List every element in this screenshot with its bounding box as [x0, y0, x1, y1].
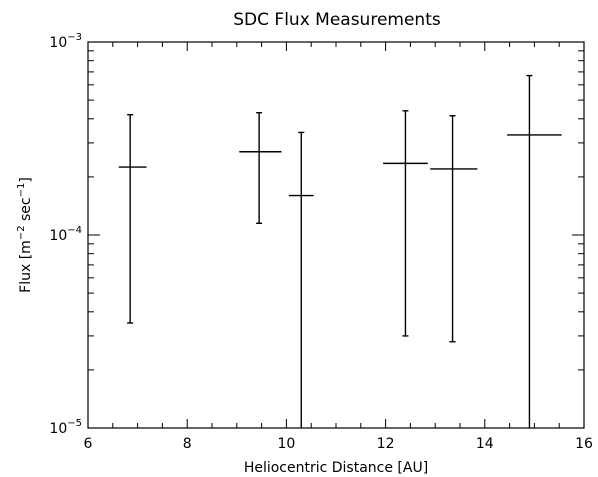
y-tick-label-base: 10 [49, 35, 67, 51]
y-tick-label-exponent: −4 [67, 225, 82, 236]
data-point-1 [118, 114, 147, 324]
y-axis-title-prefix: Flux [m [18, 240, 34, 293]
y-tick-label: 10−3 [49, 32, 82, 51]
x-tick-label: 12 [377, 436, 395, 452]
y-axis-title-suffix: ] [18, 177, 34, 182]
y-axis-title: Flux [m−2 sec−1] [16, 177, 34, 293]
y-axis-title-exponent-2: −1 [16, 183, 27, 198]
x-tick-label: 6 [84, 436, 93, 452]
data-point-2 [239, 112, 282, 224]
x-axis-title: Heliocentric Distance [AU] [244, 460, 428, 476]
plot-frame [87, 41, 585, 429]
x-tick-label: 10 [277, 436, 295, 452]
y-axis: 10−510−410−3 [49, 32, 584, 437]
y-axis-title-middle: sec [18, 197, 34, 225]
x-tick-label: 16 [575, 436, 593, 452]
data-point-4 [383, 110, 428, 337]
x-axis: 6 8 10 12 14 16 [84, 42, 593, 452]
y-tick-label-exponent: −5 [67, 418, 82, 429]
data-point-6 [507, 74, 562, 428]
x-tick-label: 8 [183, 436, 192, 452]
y-tick-label: 10−5 [49, 418, 82, 437]
y-tick-label-base: 10 [49, 421, 67, 437]
data-series [118, 74, 562, 428]
x-tick-label: 14 [476, 436, 494, 452]
data-point-3 [288, 131, 314, 428]
y-tick-label: 10−4 [49, 225, 82, 244]
y-axis-title-exponent-1: −2 [16, 225, 27, 240]
data-point-5 [430, 115, 478, 343]
y-tick-label-base: 10 [49, 228, 67, 244]
chart-title: SDC Flux Measurements [233, 10, 441, 30]
y-tick-label-exponent: −3 [67, 32, 82, 43]
